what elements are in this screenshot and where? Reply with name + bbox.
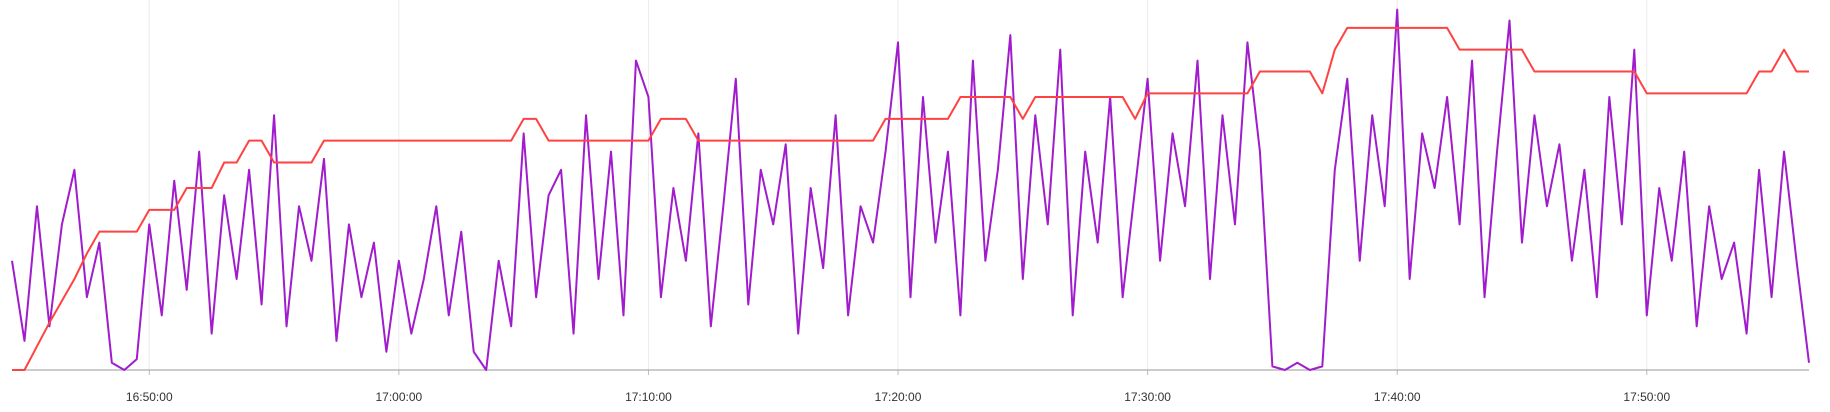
- x-tick-label: 17:00:00: [375, 390, 422, 404]
- x-tick-label: 17:10:00: [625, 390, 672, 404]
- x-tick-label: 16:50:00: [126, 390, 173, 404]
- series-line: [12, 26, 1809, 371]
- series-line: [11, 8, 1810, 371]
- x-tick-label: 17:50:00: [1623, 390, 1670, 404]
- x-tick-label: 17:20:00: [875, 390, 922, 404]
- x-tick-label: 17:30:00: [1124, 390, 1171, 404]
- x-tick-label: 17:40:00: [1374, 390, 1421, 404]
